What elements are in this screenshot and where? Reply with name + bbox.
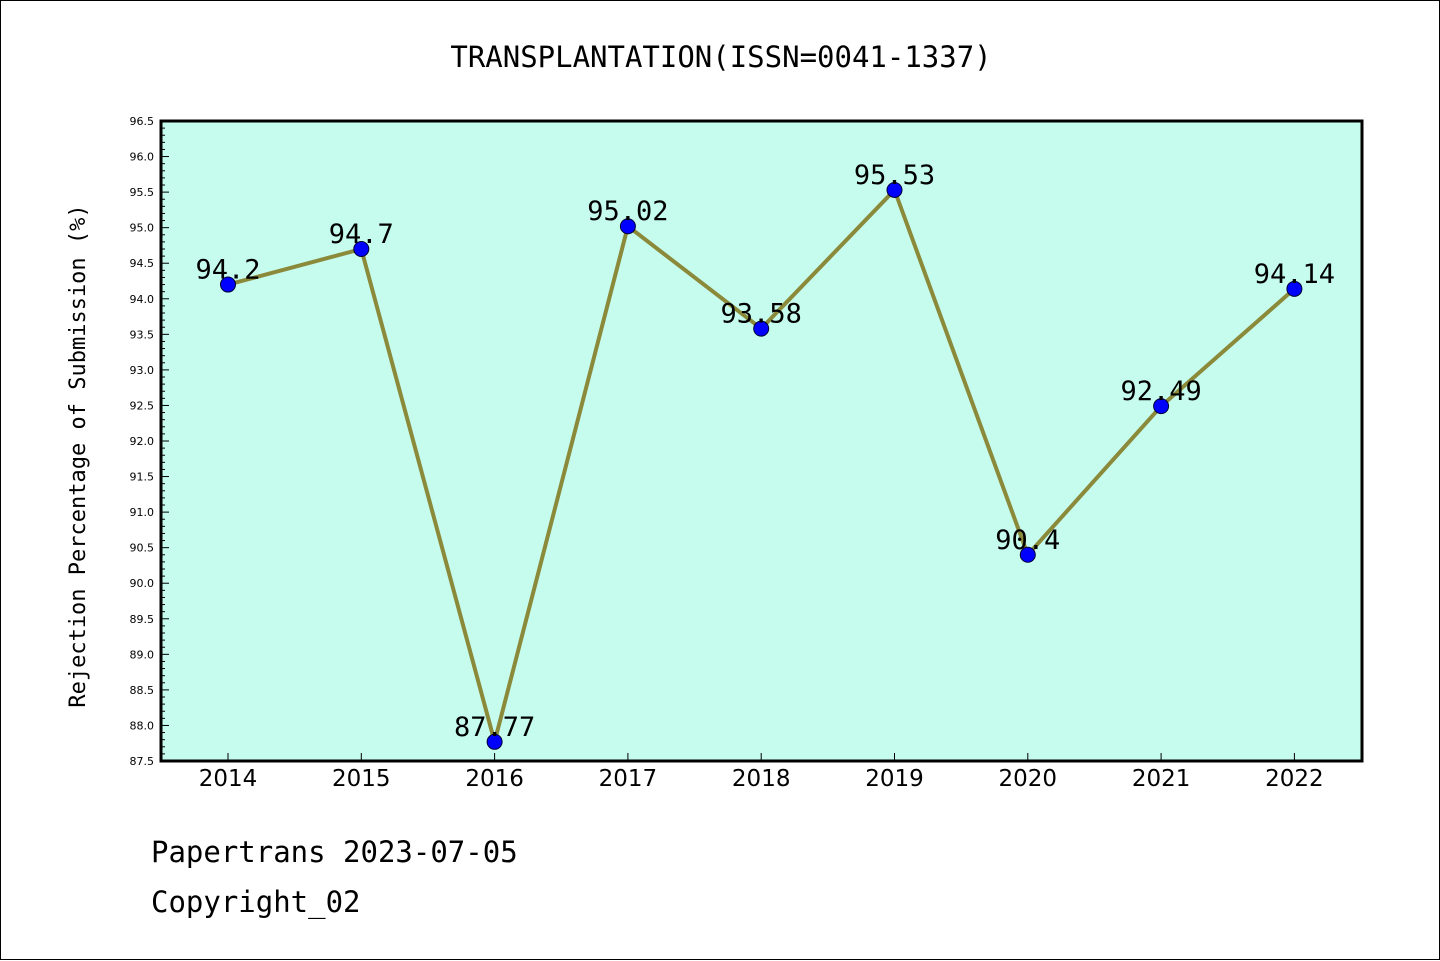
data-point [1019, 546, 1036, 563]
data-label: 94.2 [195, 255, 260, 286]
y-tick-label: 96.5 [130, 115, 155, 128]
x-tick-label: 2014 [199, 766, 258, 792]
y-tick-label: 94.5 [130, 257, 155, 270]
x-tick-label: 2020 [999, 766, 1058, 792]
data-label: 95.53 [854, 160, 935, 191]
y-axis-label: Rejection Percentage of Submission (%) [66, 204, 91, 707]
y-axis-ticks: 87.5 88.0 88.5 89.0 89.5 90.0 90.5 91.0 91.5 92.0… [130, 115, 169, 768]
y-tick-label: 93.0 [130, 364, 155, 377]
y-tick-label: 95.5 [130, 186, 155, 199]
data-point [353, 241, 370, 257]
data-markers [220, 181, 1303, 750]
data-label: 87.77 [454, 712, 535, 743]
y-tick-label: 93.5 [130, 328, 155, 341]
data-point [1286, 280, 1303, 297]
y-tick-label: 87.5 [130, 755, 155, 768]
y-tick-label: 96.0 [130, 151, 155, 164]
y-tick-label: 92.0 [130, 435, 155, 448]
y-tick-label: 89.0 [130, 648, 155, 661]
plot-area [159, 119, 1364, 763]
footer-source: Papertrans 2023-07-05 [151, 835, 518, 869]
y-tick-label: 88.0 [130, 719, 155, 732]
y-tick-label: 89.5 [130, 613, 155, 626]
x-tick-label: 2015 [332, 766, 391, 792]
x-tick-label: 2017 [599, 766, 658, 792]
data-label: 94.7 [329, 219, 394, 250]
data-point [886, 181, 903, 198]
data-label: 94.14 [1254, 259, 1335, 290]
y-tick-label: 90.5 [130, 542, 155, 555]
y-tick-label: 92.5 [130, 399, 155, 412]
y-tick-label: 91.5 [130, 471, 155, 484]
x-tick-label: 2022 [1265, 766, 1324, 792]
y-tick-label: 88.5 [130, 684, 155, 697]
x-tick-label: 2018 [732, 766, 791, 792]
data-point [220, 276, 236, 293]
y-tick-label: 91.0 [130, 506, 155, 519]
x-tick-label: 2021 [1132, 766, 1191, 792]
data-labels: 94.2 94.7 87.77 95.02 93.58 95.53 90.4 92.49 94.… [195, 160, 1335, 743]
data-point [1153, 398, 1170, 415]
data-point [753, 320, 770, 337]
x-axis-ticks: 2014 2015 2016 2017 2018 2019 2020 2021 2022 [199, 753, 1324, 792]
y-tick-label: 90.0 [130, 577, 155, 590]
data-label: 95.02 [587, 196, 668, 227]
data-label: 90.4 [995, 525, 1060, 556]
y-tick-label: 95.0 [130, 222, 155, 235]
footer-copyright: Copyright_02 [151, 885, 361, 919]
data-label: 93.58 [721, 299, 802, 330]
data-label: 92.49 [1120, 376, 1201, 407]
chart-title: TRANSPLANTATION(ISSN=0041-1337) [450, 40, 991, 74]
x-tick-label: 2016 [465, 766, 524, 792]
y-tick-label: 94.0 [130, 293, 155, 306]
x-tick-label: 2019 [865, 766, 924, 792]
data-point [619, 218, 636, 235]
data-point [486, 733, 503, 750]
